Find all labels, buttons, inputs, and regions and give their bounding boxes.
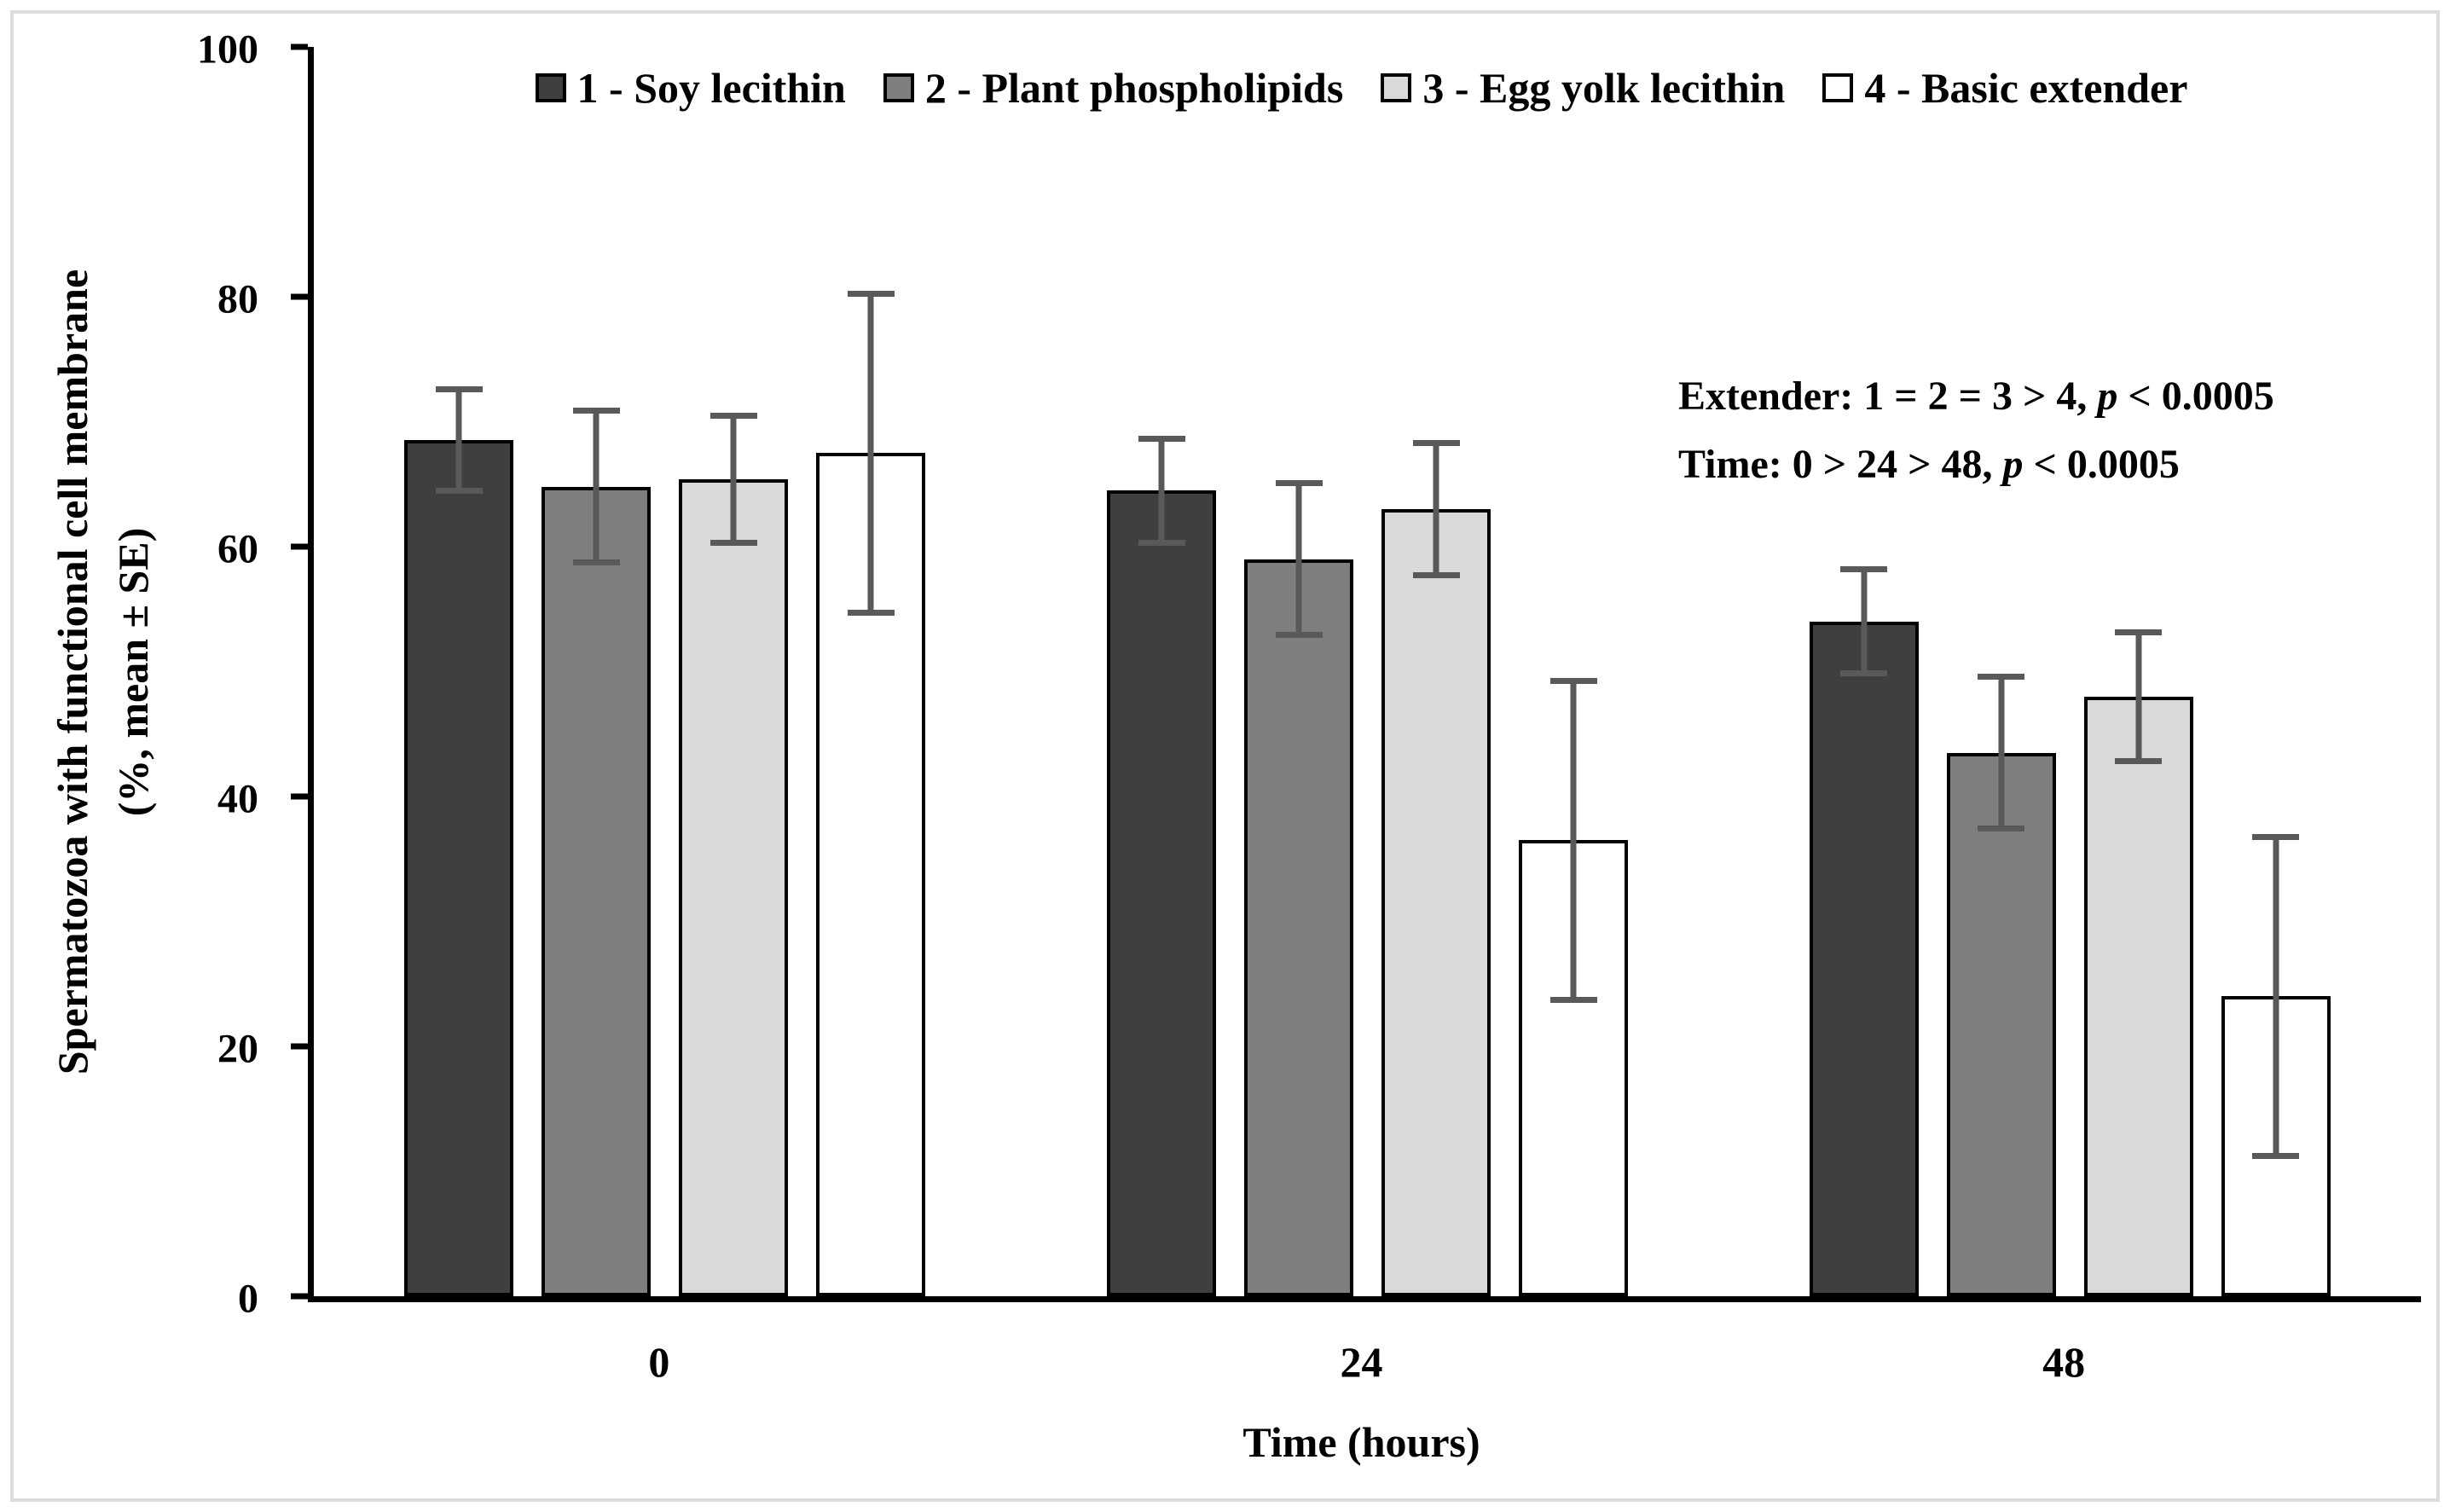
error-bar-line: [1295, 480, 1302, 638]
error-bar-series1-time24: [1138, 435, 1185, 546]
error-bar-line: [2273, 833, 2279, 1159]
x-tick-label-48: 48: [2042, 1338, 2086, 1386]
bar-series3-time24: [1381, 509, 1491, 1296]
error-bar-series1-time0: [435, 386, 483, 495]
error-bar-cap-bottom: [710, 539, 757, 546]
error-bar-line: [1998, 674, 2005, 831]
error-bar-line: [2135, 629, 2142, 764]
annotation-text: < 0.0005: [2117, 374, 2274, 419]
y-axis-tick: [291, 293, 308, 300]
bar-series1-time48: [1809, 621, 1919, 1296]
p-italic: p: [2097, 374, 2118, 419]
bar-series2-time48: [1946, 752, 2056, 1296]
x-tick-label-0: 0: [648, 1338, 670, 1386]
y-axis-title-line2: (%, mean ± SE): [109, 527, 157, 817]
annotation-text: < 0.0005: [2023, 442, 2180, 487]
legend-swatch-egg-yolk-lecithin: [1381, 73, 1412, 102]
error-bar-series2-time24: [1275, 480, 1323, 638]
bar-series1-time24: [1107, 490, 1216, 1296]
error-bar-line: [1158, 435, 1165, 546]
stats-annotation-line2: Time: 0 > 24 > 48, p < 0.0005: [1678, 431, 2274, 499]
legend-label-basic-extender: 4 - Basic extender: [1864, 64, 2188, 112]
error-bar-series3-time48: [2115, 629, 2163, 764]
error-bar-cap-bottom: [1138, 539, 1185, 546]
error-bar-series3-time24: [1412, 440, 1460, 578]
y-tick-label-20: 20: [217, 1026, 258, 1072]
legend-label-soy-lecithin: 1 - Soy lecithin: [576, 64, 846, 112]
legend-label-egg-yolk-lecithin: 3 - Egg yolk lecithin: [1422, 64, 1786, 112]
error-bar-cap-bottom: [1978, 826, 2025, 831]
stats-annotation-line1: Extender: 1 = 2 = 3 > 4, p < 0.0005: [1678, 362, 2274, 431]
legend-swatch-soy-lecithin: [535, 73, 566, 102]
error-bar-series2-time48: [1978, 674, 2025, 831]
error-bar-series2-time0: [572, 408, 620, 565]
error-bar-line: [593, 408, 599, 565]
y-axis-tick: [291, 43, 308, 50]
error-bar-cap-bottom: [847, 609, 895, 616]
error-bar-line: [455, 386, 462, 495]
stats-annotation: Extender: 1 = 2 = 3 > 4, p < 0.0005 Time…: [1678, 362, 2274, 499]
bar-series2-time24: [1244, 559, 1353, 1296]
error-bar-cap-bottom: [435, 488, 483, 495]
error-bar-cap-bottom: [1549, 996, 1597, 1003]
plot-area: [291, 43, 2421, 1302]
y-tick-label-60: 60: [217, 526, 258, 572]
error-bar-cap-bottom: [1840, 670, 1888, 677]
y-tick-label-0: 0: [238, 1276, 258, 1322]
y-axis-tick: [291, 1043, 308, 1050]
error-bar-line: [730, 413, 737, 546]
error-bar-cap-bottom: [572, 559, 620, 565]
legend-item-basic-extender: 4 - Basic extender: [1822, 63, 2187, 113]
error-bar-cap-bottom: [2115, 757, 2163, 764]
bar-series3-time0: [679, 478, 789, 1296]
error-bar-line: [1570, 677, 1577, 1003]
error-bar-line: [1861, 566, 1868, 677]
annotation-text: Time: 0 > 24 > 48,: [1678, 442, 2003, 487]
error-bar-series1-time48: [1840, 566, 1888, 677]
x-axis-title: Time (hours): [1242, 1418, 1480, 1466]
error-bar-line: [867, 290, 874, 616]
legend-item-plant-phospholipids: 2 - Plant phospholipids: [883, 63, 1343, 113]
y-tick-label-40: 40: [217, 776, 258, 822]
error-bar-cap-bottom: [1275, 631, 1323, 638]
y-axis-tick: [291, 1293, 308, 1300]
y-tick-label-100: 100: [197, 26, 258, 72]
y-tick-label-80: 80: [217, 276, 258, 322]
error-bar-series3-time0: [710, 413, 757, 546]
bar-series3-time48: [2083, 696, 2193, 1296]
error-bar-series4-time48: [2252, 833, 2300, 1159]
error-bar-line: [1433, 440, 1439, 578]
y-axis-title-line1: Spermatozoa with functional cell membran…: [49, 269, 96, 1075]
x-axis-labels: 0 24 48: [308, 1337, 2415, 1390]
bar-series1-time0: [404, 440, 514, 1296]
legend-label-plant-phospholipids: 2 - Plant phospholipids: [924, 64, 1344, 112]
legend-swatch-basic-extender: [1822, 73, 1854, 102]
bar-series2-time0: [542, 486, 652, 1296]
error-bar-series4-time0: [847, 290, 895, 616]
legend-item-egg-yolk-lecithin: 3 - Egg yolk lecithin: [1381, 63, 1785, 113]
legend-swatch-plant-phospholipids: [883, 73, 914, 102]
error-bar-series4-time24: [1549, 677, 1597, 1003]
legend: 1 - Soy lecithin 2 - Plant phospholipids…: [308, 49, 2415, 126]
error-bar-cap-bottom: [1412, 571, 1460, 578]
y-axis-title: Spermatozoa with functional cell membran…: [43, 269, 164, 1075]
y-axis-tick: [291, 543, 308, 550]
annotation-text: Extender: 1 = 2 = 3 > 4,: [1678, 374, 2098, 419]
x-tick-label-24: 24: [1340, 1338, 1383, 1386]
error-bar-cap-bottom: [2252, 1152, 2300, 1159]
y-axis-tick: [291, 793, 308, 800]
legend-item-soy-lecithin: 1 - Soy lecithin: [535, 63, 846, 113]
p-italic: p: [2002, 442, 2024, 487]
